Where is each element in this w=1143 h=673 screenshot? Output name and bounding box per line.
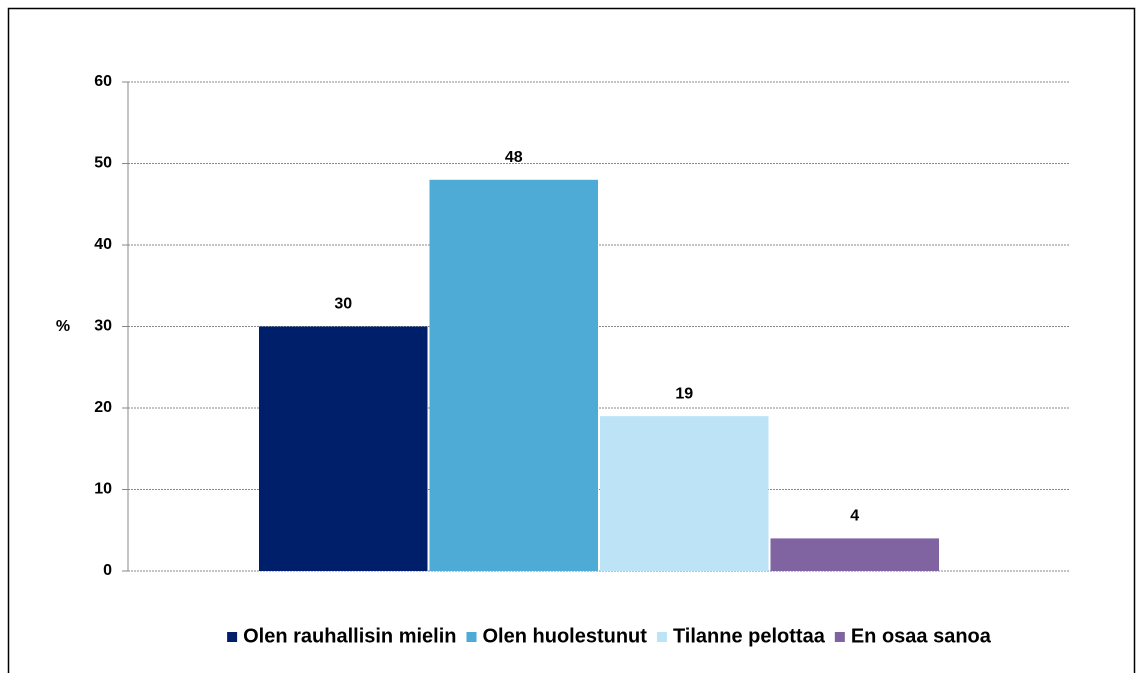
legend-swatch	[656, 632, 667, 642]
legend-swatch	[466, 632, 477, 642]
legend-label: Olen rauhallisin mielin	[243, 625, 456, 647]
legend-label: Tilanne pelottaa	[673, 625, 826, 647]
legend-label: Olen huolestunut	[483, 625, 648, 647]
y-tick-label: 60	[94, 73, 112, 90]
bar	[259, 326, 428, 571]
y-tick-label: 10	[94, 481, 112, 498]
data-label: 19	[675, 385, 693, 402]
y-tick-label: 30	[94, 318, 112, 335]
bar	[770, 538, 939, 571]
data-label: 4	[850, 508, 859, 525]
data-label: 30	[334, 296, 352, 313]
legend-label: En osaa sanoa	[851, 625, 992, 647]
data-label: 48	[505, 149, 523, 166]
y-tick-label: 50	[94, 155, 112, 172]
legend-swatch	[834, 632, 845, 642]
bar	[429, 179, 598, 572]
bar	[600, 416, 769, 571]
y-axis-label: %	[56, 318, 70, 335]
legend-swatch	[227, 632, 238, 642]
y-tick-label: 40	[94, 236, 112, 253]
chart-border	[7, 7, 1136, 673]
y-tick-label: 20	[94, 399, 112, 416]
y-tick-label: 0	[103, 562, 112, 579]
